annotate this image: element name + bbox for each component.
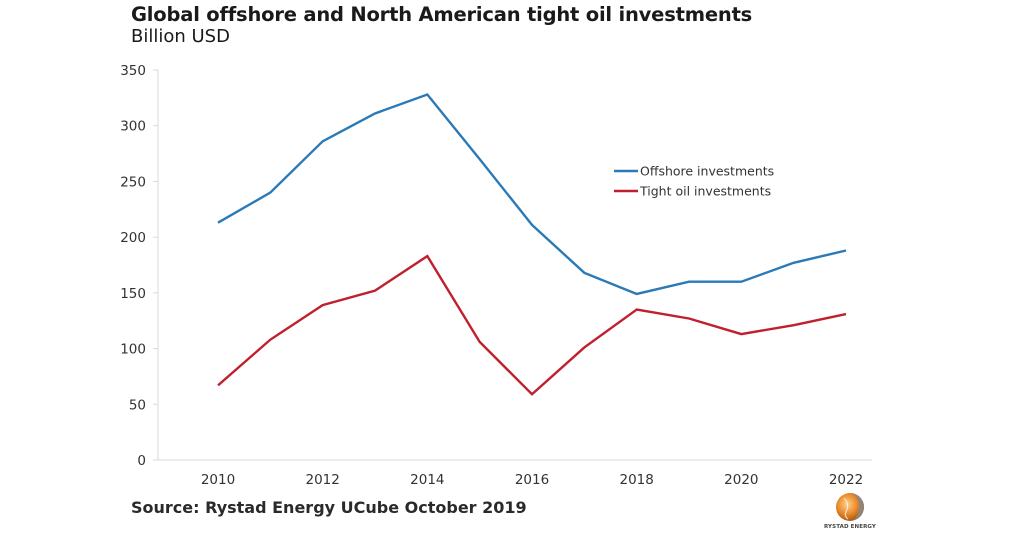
y-tick-label: 150	[120, 286, 146, 302]
y-tick-label: 300	[120, 119, 146, 135]
y-axis-ticks: 0 50 100 150 200 250 300 350	[120, 63, 158, 469]
y-tick-label: 200	[120, 230, 146, 246]
legend-label-tight-oil: Tight oil investments	[639, 184, 771, 199]
x-tick-label: 2014	[410, 472, 444, 488]
axes	[157, 70, 872, 461]
y-tick-label: 0	[137, 453, 146, 469]
x-tick-label: 2018	[619, 472, 653, 488]
y-tick-label: 350	[120, 63, 146, 79]
logo-text: RYSTAD ENERGY	[824, 524, 876, 530]
y-tick-label: 50	[129, 397, 146, 413]
x-tick-label: 2020	[724, 472, 758, 488]
series-lines	[217, 93, 847, 396]
x-tick-label: 2016	[515, 472, 549, 488]
rystad-logo: RYSTAD ENERGY	[820, 490, 880, 534]
legend-label-offshore: Offshore investments	[640, 164, 774, 179]
y-tick-label: 100	[120, 342, 146, 358]
x-tick-label: 2022	[829, 472, 863, 488]
x-tick-label: 2012	[305, 472, 339, 488]
chart-title: Global offshore and North American tight…	[131, 3, 753, 26]
chart-subtitle: Billion USD	[131, 26, 230, 47]
x-axis-ticks: 2010 2012 2014 2016 2018 2020 2022	[201, 472, 863, 488]
source-note: Source: Rystad Energy UCube October 2019	[131, 498, 527, 517]
globe-logo-icon	[836, 493, 864, 521]
legend: Offshore investments Tight oil investment…	[614, 164, 774, 199]
x-tick-label: 2010	[201, 472, 235, 488]
y-tick-label: 250	[120, 174, 146, 190]
